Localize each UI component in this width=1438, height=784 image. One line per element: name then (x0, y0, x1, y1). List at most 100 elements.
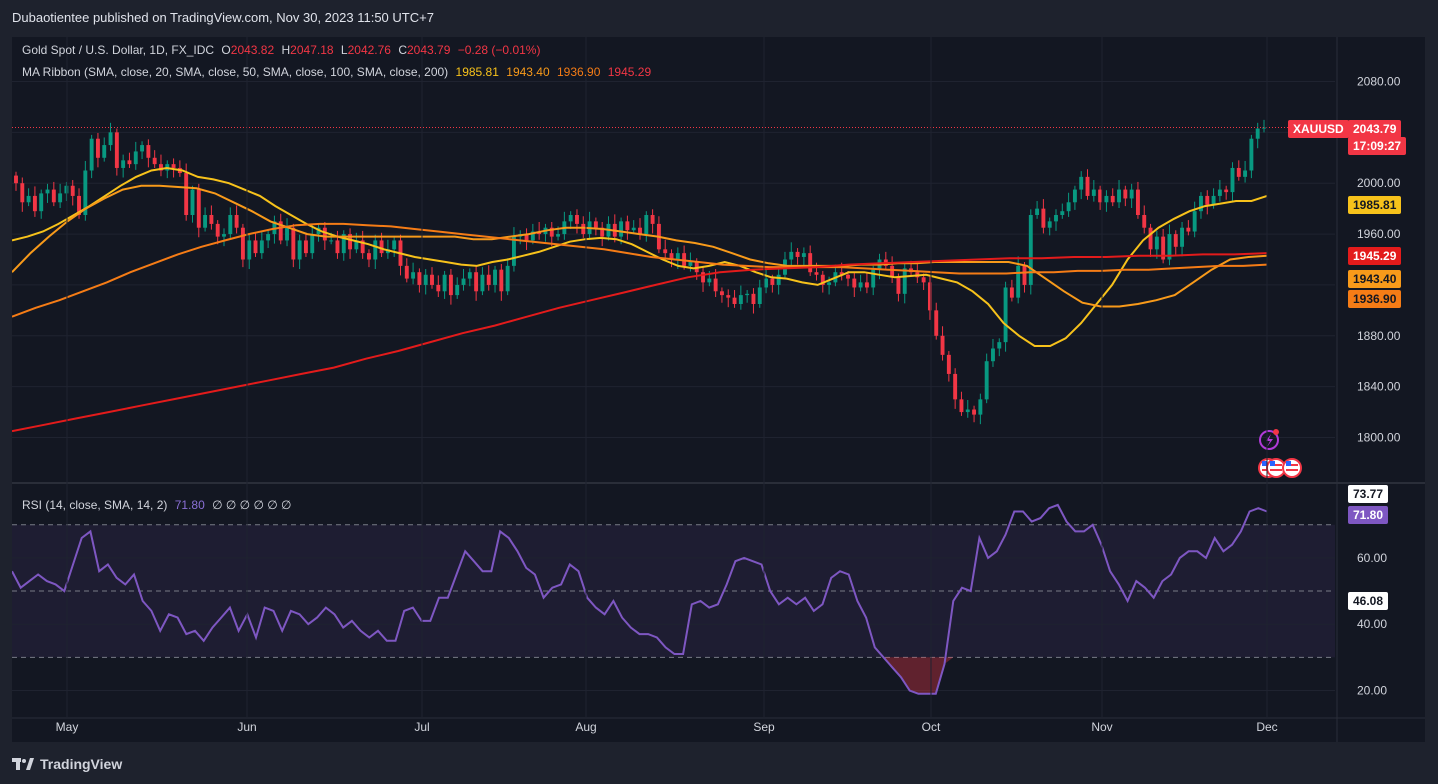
candle-body (984, 361, 989, 400)
candle-body (480, 274, 485, 292)
candle-body (95, 138, 100, 158)
candle-body (291, 227, 296, 260)
candle-body (102, 145, 107, 158)
time-tick-label: Jul (414, 720, 429, 734)
candle-body (511, 236, 516, 266)
candle-body (335, 240, 340, 254)
candle-body (1205, 195, 1210, 205)
open-value: 2043.82 (230, 43, 275, 57)
candle-body (20, 183, 25, 203)
symbol-tag-label: XAUUSD (1293, 122, 1344, 136)
candle-body (215, 223, 220, 237)
candle-body (303, 240, 308, 254)
symbol-price-tag: XAUUSD (1288, 120, 1349, 138)
last-price-value: 2043.79 (1353, 122, 1397, 136)
symbol-name[interactable]: Gold Spot / U.S. Dollar, 1D, FX_IDC (22, 43, 215, 57)
candle-body (1148, 227, 1153, 250)
candle-body (499, 269, 504, 292)
candle-body (1041, 208, 1046, 228)
candle-body (108, 132, 113, 146)
candle-body (322, 227, 327, 241)
rsi-lower-value: 46.08 (1353, 594, 1384, 608)
us-flag-event-icon (1282, 458, 1302, 478)
price-legend: Gold Spot / U.S. Dollar, 1D, FX_IDC O204… (22, 43, 544, 57)
candle-body (997, 342, 1002, 349)
candle-body (745, 293, 750, 296)
ma-ribbon-title[interactable]: MA Ribbon (SMA, close, 20, SMA, close, 5… (22, 65, 449, 79)
candle-body (757, 287, 762, 304)
rsi-line (12, 503, 1268, 695)
flag-stripe (1286, 469, 1298, 471)
candle-body (114, 132, 119, 168)
candle-body (972, 409, 977, 415)
candle-body (701, 272, 705, 283)
candle-body (814, 272, 819, 275)
ma-line-ma-100 (12, 222, 1268, 318)
candle-body (127, 160, 132, 165)
candle-body (644, 215, 649, 235)
low-label: L (340, 43, 348, 57)
candle-body (827, 282, 832, 285)
rsi-upper-value: 73.77 (1353, 487, 1384, 501)
candle-body (474, 272, 479, 292)
high-label: H (281, 43, 291, 57)
candle-body (896, 277, 901, 294)
candle-body (1129, 189, 1134, 199)
rsi-tick-label: 40.00 (1357, 617, 1387, 631)
close-label: C (398, 43, 407, 57)
candle-body (953, 373, 958, 400)
candle-body (625, 221, 630, 231)
rsi-tick-label: 20.00 (1357, 683, 1387, 697)
candle-body (556, 234, 561, 237)
candle-body (1054, 215, 1058, 222)
candle-body (486, 274, 491, 285)
candle-body (839, 272, 844, 275)
candle-body (411, 272, 416, 279)
notification-dot-icon (1273, 429, 1279, 435)
candle-body (1192, 211, 1197, 232)
candle-body (846, 274, 850, 279)
candle-body (51, 189, 56, 203)
flag-canton (1286, 461, 1291, 466)
candle-body (1249, 138, 1254, 171)
candle-body (1003, 287, 1008, 343)
candle-body (58, 193, 63, 203)
candle-body (45, 189, 50, 194)
rsi-lower-tag: 46.08 (1348, 592, 1389, 610)
candle-body (379, 240, 384, 254)
candle-body (902, 268, 907, 294)
candle-body (360, 240, 365, 254)
chart-canvas[interactable]: 1800.00 1840.00 1880.00 1960.00 2000.00 2080.… (12, 37, 1425, 742)
candle-body (348, 234, 353, 250)
candle-body (619, 221, 624, 237)
tradingview-logo[interactable]: TradingView (12, 752, 122, 776)
time-tick-label: Aug (575, 720, 596, 734)
candle-body (505, 265, 510, 292)
candle-body (864, 282, 869, 288)
candle-body (890, 265, 895, 278)
ma100-value: 1936.90 (557, 65, 601, 79)
candle-body (1230, 167, 1235, 193)
open-label: O (221, 43, 231, 57)
ma-line-ma-50 (12, 184, 1268, 308)
candle-body (1173, 234, 1178, 247)
footer-brand: TradingView (40, 756, 123, 772)
candle-body (1060, 211, 1065, 215)
candle-body (675, 253, 680, 260)
candle-body (171, 164, 176, 168)
candle-body (991, 348, 995, 362)
candle-body (581, 223, 586, 235)
candle-body (184, 173, 189, 215)
candle-body (209, 215, 214, 224)
candle-body (190, 189, 195, 215)
candle-body (524, 234, 529, 241)
ma-legend: MA Ribbon (SMA, close, 20, SMA, close, 5… (22, 65, 655, 79)
price-tick-label: 2080.00 (1357, 75, 1401, 89)
candle-body (1028, 215, 1033, 285)
low-value: 2042.76 (347, 43, 391, 57)
candle-body (921, 277, 926, 283)
candle-body (1047, 221, 1052, 228)
chart-frame[interactable]: 1800.00 1840.00 1880.00 1960.00 2000.00 2080.… (12, 37, 1425, 742)
candle-body (959, 399, 964, 413)
rsi-title[interactable]: RSI (14, close, SMA, 14, 2) (22, 498, 168, 512)
